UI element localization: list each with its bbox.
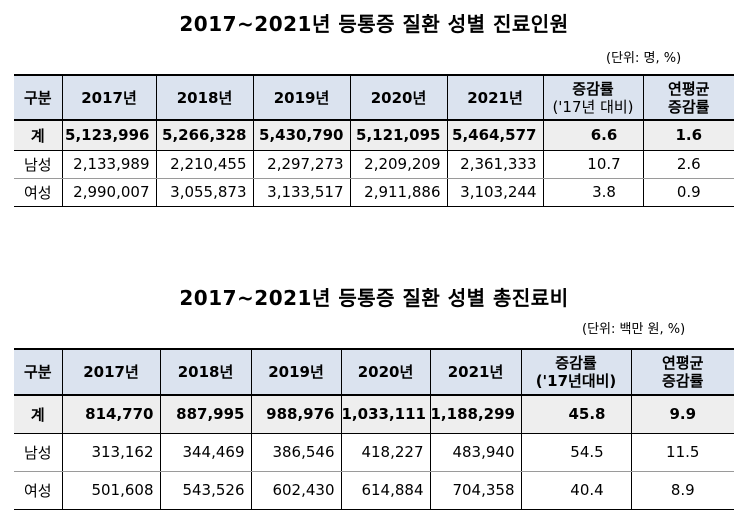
cell-2020: 2,209,209 (349, 150, 448, 179)
cell-2018: 543,526 (159, 471, 252, 510)
header-2017: 2017년 (61, 348, 161, 396)
header-2017: 2017년 (61, 74, 157, 121)
table2: 구분 2017년 2018년 2019년 2020년 2021년 증감률 ('1… (14, 348, 734, 510)
cell-2021: 704,358 (429, 471, 522, 510)
header-annual-avg: 연평균 증감률 (630, 348, 734, 396)
table-row-male: 남성 313,162 344,469 386,546 418,227 483,9… (14, 433, 734, 472)
header-2021: 2021년 (446, 74, 544, 121)
cell-annual-avg: 1.6 (642, 120, 734, 151)
cell-2019: 602,430 (250, 471, 342, 510)
cell-change-rate: 54.5 (520, 433, 632, 472)
cell-2021: 3,103,244 (446, 178, 544, 207)
cell-2021: 483,940 (429, 433, 522, 472)
cell-2019: 3,133,517 (252, 178, 351, 207)
header-2019: 2019년 (250, 348, 342, 396)
cell-category: 남성 (14, 433, 63, 472)
header-2018: 2018년 (155, 74, 254, 121)
header-annual-avg: 연평균 증감률 (642, 74, 734, 121)
cell-2019: 5,430,790 (252, 120, 351, 151)
table-row-female: 여성 2,990,007 3,055,873 3,133,517 2,911,8… (14, 178, 734, 207)
cell-2018: 5,266,328 (155, 120, 254, 151)
cell-annual-avg: 9.9 (630, 395, 734, 434)
header-2018: 2018년 (159, 348, 252, 396)
cell-annual-avg: 2.6 (642, 150, 734, 179)
cell-change-rate: 6.6 (542, 120, 644, 151)
cell-change-rate: 3.8 (542, 178, 644, 207)
table1: 구분 2017년 2018년 2019년 2020년 2021년 증감률 ('1… (14, 74, 734, 207)
cell-2018: 3,055,873 (155, 178, 254, 207)
table1-unit-label: (단위: 명, %) (606, 51, 682, 66)
cell-2017: 814,770 (61, 395, 161, 434)
cell-2017: 313,162 (61, 433, 161, 472)
header-2021: 2021년 (429, 348, 522, 396)
cell-category: 계 (14, 395, 63, 434)
cell-2017: 501,608 (61, 471, 161, 510)
table2-unit-label: (단위: 백만 원, %) (582, 322, 686, 337)
header-2019: 2019년 (252, 74, 351, 121)
cell-2020: 1,033,111 (340, 395, 431, 434)
header-annual-avg-line1: 연평균 (662, 354, 704, 372)
cell-category: 여성 (14, 471, 63, 510)
cell-2018: 887,995 (159, 395, 252, 434)
cell-2019: 988,976 (250, 395, 342, 434)
cell-2017: 5,123,996 (61, 120, 157, 151)
cell-category: 남성 (14, 150, 63, 179)
table2-title: 2017~2021년 등통증 질환 성별 총진료비 (179, 286, 569, 310)
cell-change-rate: 45.8 (520, 395, 632, 434)
cell-change-rate: 40.4 (520, 471, 632, 510)
cell-2021: 5,464,577 (446, 120, 544, 151)
table1-title: 2017~2021년 등통증 질환 성별 진료인원 (179, 12, 569, 36)
table-row-female: 여성 501,608 543,526 602,430 614,884 704,3… (14, 471, 734, 510)
header-2020: 2020년 (349, 74, 448, 121)
header-2020: 2020년 (340, 348, 431, 396)
header-annual-avg-line2: 증감률 (668, 97, 710, 116)
table-row-male: 남성 2,133,989 2,210,455 2,297,273 2,209,2… (14, 150, 734, 179)
cell-2017: 2,133,989 (61, 150, 157, 179)
cell-annual-avg: 11.5 (630, 433, 734, 472)
header-change-rate-line2: ('17년 대비) (552, 97, 634, 116)
cell-change-rate: 10.7 (542, 150, 644, 179)
table-row-total: 계 5,123,996 5,266,328 5,430,790 5,121,09… (14, 120, 734, 151)
cell-category: 계 (14, 120, 63, 151)
cell-2020: 5,121,095 (349, 120, 448, 151)
table-row-total: 계 814,770 887,995 988,976 1,033,111 1,18… (14, 395, 734, 434)
cell-2018: 2,210,455 (155, 150, 254, 179)
header-category: 구분 (14, 74, 63, 121)
header-annual-avg-line1: 연평균 (668, 79, 710, 98)
header-annual-avg-line2: 증감률 (662, 372, 704, 390)
cell-2020: 2,911,886 (349, 178, 448, 207)
cell-2021: 2,361,333 (446, 150, 544, 179)
cell-2021: 1,188,299 (429, 395, 522, 434)
cell-2020: 614,884 (340, 471, 431, 510)
cell-2019: 386,546 (250, 433, 342, 472)
cell-2019: 2,297,273 (252, 150, 351, 179)
cell-2018: 344,469 (159, 433, 252, 472)
cell-annual-avg: 0.9 (642, 178, 734, 207)
header-change-rate: 증감률 ('17년 대비) (542, 74, 644, 121)
header-change-rate-line2: ('17년대비) (535, 372, 617, 390)
header-change-rate-line1: 증감률 (555, 354, 597, 372)
cell-2020: 418,227 (340, 433, 431, 472)
cell-category: 여성 (14, 178, 63, 207)
header-category: 구분 (14, 348, 63, 396)
header-change-rate: 증감률 ('17년대비) (520, 348, 632, 396)
header-change-rate-line1: 증감률 (572, 79, 614, 98)
cell-2017: 2,990,007 (61, 178, 157, 207)
cell-annual-avg: 8.9 (630, 471, 734, 510)
